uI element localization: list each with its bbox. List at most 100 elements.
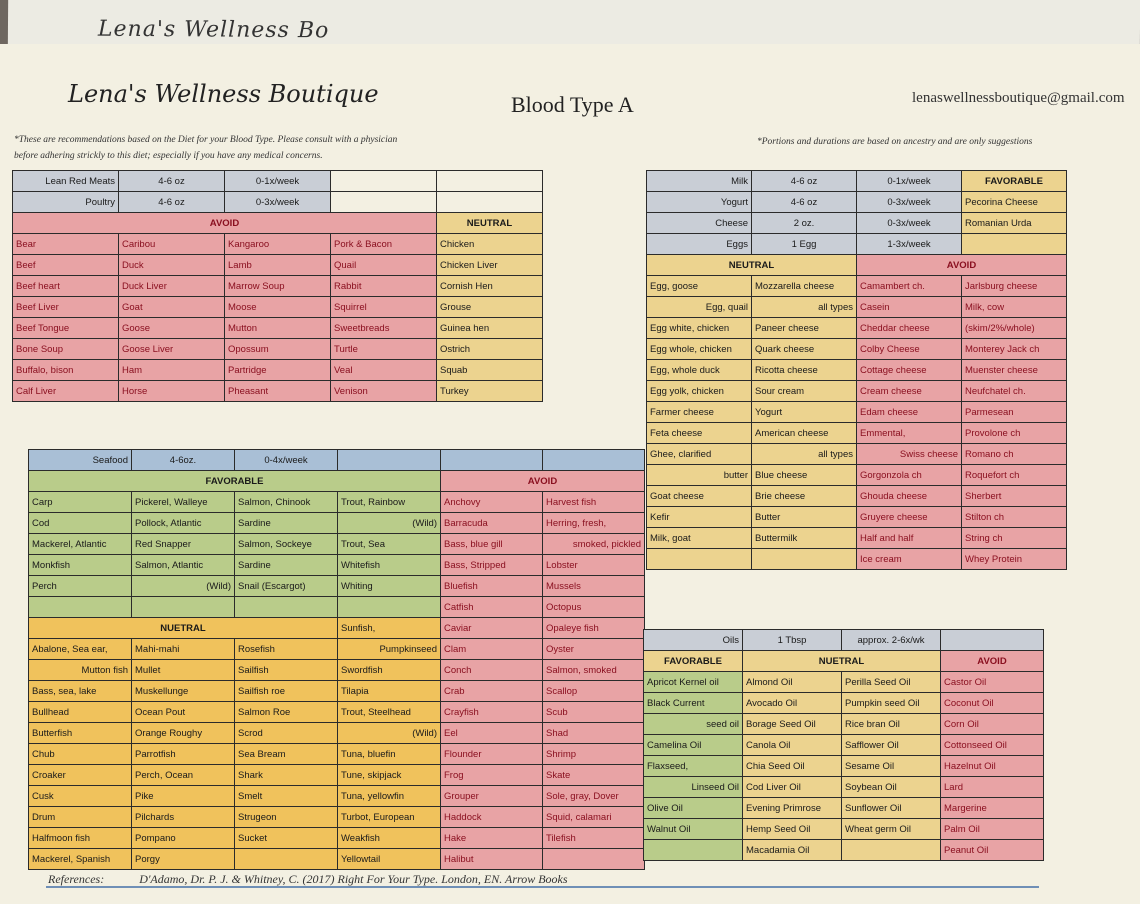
- meat-row: Beef Tongue Goose Mutton Sweetbreads Guinea …: [12, 317, 543, 339]
- references-rule: [46, 886, 1039, 888]
- avoid-item: Clam: [440, 638, 543, 660]
- avoid-item: Shrimp: [542, 743, 645, 765]
- dairy-row: Egg, whole duck Ricotta cheese Cottage che…: [646, 359, 1067, 381]
- portion-cell: [436, 191, 543, 213]
- avoid-item: Monterey Jack ch: [961, 338, 1067, 360]
- portion-cell: 1 Egg: [751, 233, 857, 255]
- neutral-item: [234, 848, 338, 870]
- neutral-item: Macadamia Oil: [742, 839, 842, 861]
- avoid-item: Duck: [118, 254, 225, 276]
- meats-table: Lean Red Meats 4-6 oz 0-1x/week Poultry 4-6 …: [12, 170, 543, 402]
- meat-row: Calf Liver Horse Pheasant Venison Turkey: [12, 380, 543, 402]
- avoid-item: Octopus: [542, 596, 645, 618]
- favorable-item: Olive Oil: [643, 797, 743, 819]
- avoid-item: Ice cream: [856, 548, 962, 570]
- avoid-item: Marrow Soup: [224, 275, 331, 297]
- avoid-item: Gruyere cheese: [856, 506, 962, 528]
- neutral-item: Cornish Hen: [436, 275, 543, 297]
- portion-label: Cheese: [646, 212, 752, 234]
- portion-cell: [542, 449, 645, 471]
- portion-cell: 4-6oz.: [131, 449, 235, 471]
- neutral-item: Sailfish: [234, 659, 338, 681]
- avoid-item: Harvest fish: [542, 491, 645, 513]
- meat-portion-row: Poultry 4-6 oz 0-3x/week: [12, 191, 543, 213]
- neutral-item: Kefir: [646, 506, 752, 528]
- oils-table: Oils 1 Tbsp approx. 2-6x/wk FAVORABLE NUETRA…: [643, 629, 1044, 861]
- meat-row: Beef heart Duck Liver Marrow Soup Rabbit Cor…: [12, 275, 543, 297]
- avoid-item: Milk, cow: [961, 296, 1067, 318]
- neutral-item: Sesame Oil: [841, 755, 941, 777]
- neutral-item: Tuna, yellowfin: [337, 785, 441, 807]
- neutral-item: Rosefish: [234, 638, 338, 660]
- references: References: D'Adamo, Dr. P. J. & Whitney…: [48, 872, 568, 887]
- avoid-header: AVOID: [440, 470, 645, 492]
- neutral-item: Blue cheese: [751, 464, 857, 486]
- dairy-portion-row: Milk 4-6 oz 0-1x/week FAVORABLE: [646, 170, 1067, 192]
- avoid-item: Hake: [440, 827, 543, 849]
- favorable-item: Camelina Oil: [643, 734, 743, 756]
- oils-row: Linseed Oil Cod Liver Oil Soybean Oil Lard: [643, 776, 1044, 798]
- avoid-item: Stilton ch: [961, 506, 1067, 528]
- avoid-item: String ch: [961, 527, 1067, 549]
- neutral-item: Pompano: [131, 827, 235, 849]
- neutral-item: Trout, Steelhead: [337, 701, 441, 723]
- seafood-row: Mackerel, Atlantic Red Snapper Salmon, Soc…: [28, 533, 645, 555]
- favorable-header: FAVORABLE: [643, 650, 743, 672]
- neutral-item: Farmer cheese: [646, 401, 752, 423]
- neutral-item: Mahi-mahi: [131, 638, 235, 660]
- avoid-item: Opossum: [224, 338, 331, 360]
- neutral-item: Sour cream: [751, 380, 857, 402]
- avoid-item: Anchovy: [440, 491, 543, 513]
- neutral-item: Salmon Roe: [234, 701, 338, 723]
- neutral-item: Paneer cheese: [751, 317, 857, 339]
- favorable-item: Linseed Oil: [643, 776, 743, 798]
- avoid-item: Haddock: [440, 806, 543, 828]
- avoid-item: Eel: [440, 722, 543, 744]
- favorable-item: [131, 596, 235, 618]
- avoid-item: Opaleye fish: [542, 617, 645, 639]
- avoid-item: Bass, blue gill: [440, 533, 543, 555]
- favorable-item: Monkfish: [28, 554, 132, 576]
- neutral-item: Sunflower Oil: [841, 797, 941, 819]
- portion-cell: 0-3x/week: [856, 212, 962, 234]
- avoid-item: Bear: [12, 233, 119, 255]
- avoid-item: Scub: [542, 701, 645, 723]
- neutral-item: Egg yolk, chicken: [646, 380, 752, 402]
- neutral-item: Drum: [28, 806, 132, 828]
- neutral-item: Sea Bream: [234, 743, 338, 765]
- avoid-item: Gorgonzola ch: [856, 464, 962, 486]
- oils-row: Macadamia Oil Peanut Oil: [643, 839, 1044, 861]
- neutral-item: Pumpkinseed: [337, 638, 441, 660]
- favorable-item: Apricot Kernel oil: [643, 671, 743, 693]
- oils-header-row: FAVORABLE NUETRAL AVOID: [643, 650, 1044, 672]
- neutral-item: Sailfish roe: [234, 680, 338, 702]
- portion-cell: 4-6 oz: [118, 170, 225, 192]
- neutral-item: Feta cheese: [646, 422, 752, 444]
- seafood-row: Monkfish Salmon, Atlantic Sardine Whitefish…: [28, 554, 645, 576]
- avoid-item: Roquefort ch: [961, 464, 1067, 486]
- neutral-item: Cod Liver Oil: [742, 776, 842, 798]
- avoid-header: AVOID: [940, 650, 1044, 672]
- avoid-item: Castor Oil: [940, 671, 1044, 693]
- neutral-item: Avocado Oil: [742, 692, 842, 714]
- disclaimer-line-1: *These are recommendations based on the …: [14, 135, 398, 145]
- neutral-item: Ostrich: [436, 338, 543, 360]
- meat-row: Bear Caribou Kangaroo Pork & Bacon Chicken: [12, 233, 543, 255]
- neutral-item: Weakfish: [337, 827, 441, 849]
- avoid-item: Goose: [118, 317, 225, 339]
- favorable-item: [961, 233, 1067, 255]
- neutral-item: Pilchards: [131, 806, 235, 828]
- avoid-item: Partridge: [224, 359, 331, 381]
- avoid-item: Flounder: [440, 743, 543, 765]
- neutral-item: Evening Primrose: [742, 797, 842, 819]
- seafood-row: Halfmoon fish Pompano Sucket Weakfish Hake Ti…: [28, 827, 645, 849]
- neutral-item: Yellowtail: [337, 848, 441, 870]
- seafood-table: Seafood 4-6oz. 0-4x/week FAVORABLE AVOID Carp…: [28, 449, 645, 870]
- avoid-item: Barracuda: [440, 512, 543, 534]
- seafood-neutral-header-row: NUETRAL Sunfish, Caviar Opaleye fish: [28, 617, 645, 639]
- seafood-row: Carp Pickerel, Walleye Salmon, Chinook Trou…: [28, 491, 645, 513]
- favorable-item: Walnut Oil: [643, 818, 743, 840]
- neutral-item: Turbot, European: [337, 806, 441, 828]
- portion-cell: [337, 449, 441, 471]
- avoid-item: Lobster: [542, 554, 645, 576]
